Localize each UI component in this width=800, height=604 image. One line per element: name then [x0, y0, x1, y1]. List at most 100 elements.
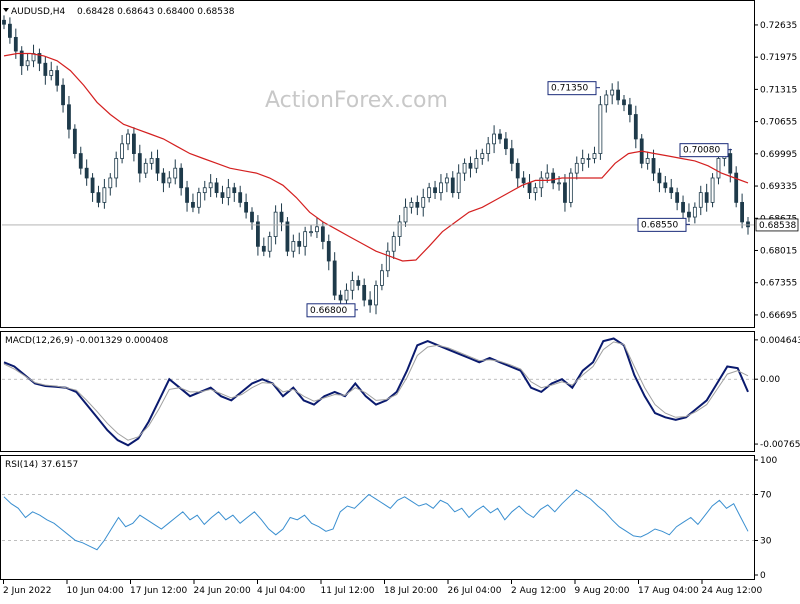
- macd-macd-line: [3, 337, 749, 447]
- price-candle-body: [740, 201, 744, 223]
- price-candle-body: [232, 187, 237, 194]
- price-y-tick-label: 0.67355: [760, 279, 797, 289]
- price-candle-body: [633, 114, 638, 140]
- price-candle-body: [267, 236, 272, 252]
- price-candle-body: [214, 182, 219, 194]
- price-candle-body: [574, 162, 579, 174]
- price-y-tick-label: 0.69335: [760, 182, 797, 192]
- price-candle-body: [332, 260, 337, 296]
- price-candle-body: [568, 172, 573, 203]
- price-candle-body: [2, 19, 6, 25]
- price-candle-body: [338, 294, 343, 301]
- price-y-tick-label: 0.71975: [760, 53, 797, 63]
- price-candle-body: [616, 89, 620, 101]
- price-candle-body: [261, 245, 266, 252]
- price-candle-body: [244, 201, 248, 213]
- price-candle-body: [167, 177, 172, 184]
- price-candle-body: [49, 70, 54, 76]
- price-candle-body: [126, 133, 130, 145]
- price-candle-body: [450, 177, 455, 194]
- price-candle-body: [663, 182, 668, 189]
- price-candle-body: [344, 289, 349, 301]
- price-candle-body: [37, 53, 42, 64]
- price-candle-body: [196, 192, 201, 208]
- price-candle-body: [173, 167, 178, 179]
- price-candle-body: [120, 143, 124, 159]
- price-candle-body: [675, 192, 680, 203]
- rsi-panel-label: RSI(14) 37.6157: [5, 460, 78, 470]
- price-candle-body: [84, 167, 89, 179]
- x-tick-label: 18 Jul 20:00: [384, 586, 438, 596]
- price-candle-body: [380, 270, 384, 286]
- price-candle-body: [191, 201, 195, 208]
- price-candle-body: [734, 172, 739, 203]
- macd-y-tick-label: 0.004643: [760, 336, 800, 346]
- x-tick-label: 9 Aug 20:00: [575, 586, 630, 596]
- price-candle-body: [710, 177, 715, 203]
- price-candle-body: [220, 192, 225, 198]
- price-candle-body: [208, 182, 213, 189]
- current-price-label-box: [755, 218, 799, 232]
- x-tick-label: 26 Jul 04:00: [448, 586, 502, 596]
- price-candle-body: [149, 158, 154, 164]
- price-candle-body: [8, 23, 12, 38]
- price-candle-body: [285, 221, 290, 252]
- price-candle-body: [132, 133, 136, 154]
- price-y-tick-label: 0.72635: [760, 21, 797, 31]
- x-tick-label: 2 Aug 12:00: [511, 586, 566, 596]
- watermark: ActionForex.com: [265, 88, 448, 113]
- price-annotation-label: 0.68550: [641, 220, 678, 230]
- price-candle-body: [527, 182, 532, 194]
- price-candle-body: [202, 187, 207, 194]
- x-tick-label: 17 Aug 04:00: [638, 586, 699, 596]
- price-candle-body: [19, 50, 24, 67]
- price-candle-body: [651, 158, 656, 174]
- x-tick-label: 11 Jul 12:00: [321, 586, 375, 596]
- price-candle-body: [439, 182, 443, 194]
- price-candle-body: [586, 158, 591, 160]
- price-candle-body: [309, 231, 313, 234]
- price-candle-body: [492, 133, 496, 145]
- price-candle-body: [161, 172, 166, 184]
- price-candle-body: [610, 89, 615, 96]
- price-candle-body: [474, 158, 479, 169]
- price-candle-body: [256, 221, 260, 247]
- price-candle-body: [462, 162, 467, 174]
- symbol-menu-triangle-icon[interactable]: [3, 8, 9, 12]
- price-candle-body: [580, 158, 585, 164]
- price-candle-body: [515, 162, 520, 179]
- price-candle-body: [303, 231, 308, 247]
- price-candle-body: [78, 153, 83, 169]
- price-annotation-label: 0.71350: [551, 84, 588, 94]
- price-candle-body: [433, 187, 437, 194]
- price-candle-body: [551, 172, 556, 184]
- price-candle-body: [143, 162, 148, 174]
- price-candle-body: [137, 153, 142, 174]
- price-candle-body: [374, 284, 378, 306]
- price-candle-body: [486, 143, 491, 154]
- x-tick-label: 24 Aug 12:00: [702, 586, 763, 596]
- rsi-panel-frame: [0, 455, 755, 580]
- price-candle-body: [427, 187, 432, 198]
- price-candle-body: [704, 192, 709, 203]
- price-candle-body: [61, 84, 65, 106]
- macd-signal-line: [3, 341, 749, 441]
- price-candle-body: [645, 158, 650, 164]
- price-panel-frame: [0, 0, 755, 328]
- price-candle-body: [669, 187, 674, 194]
- price-candle-body: [291, 241, 296, 252]
- price-candle-body: [67, 104, 71, 130]
- macd-y-tick-label: 0.00: [760, 375, 780, 385]
- price-layer: 0.71350 0.70080 0.68550 0.66800: [2, 15, 754, 318]
- price-candle-body: [250, 211, 254, 223]
- price-candle-body: [185, 187, 189, 203]
- rsi-y-tick-label: 100: [760, 456, 777, 466]
- price-y-tick-label: 0.68015: [760, 246, 797, 256]
- price-candle-body: [598, 104, 603, 154]
- price-candle-body: [681, 201, 685, 213]
- rsi-y-tick-label: 30: [760, 537, 772, 547]
- rsi-line: [3, 489, 749, 551]
- price-panel-label-symbol: AUDUSD,H4: [11, 7, 66, 17]
